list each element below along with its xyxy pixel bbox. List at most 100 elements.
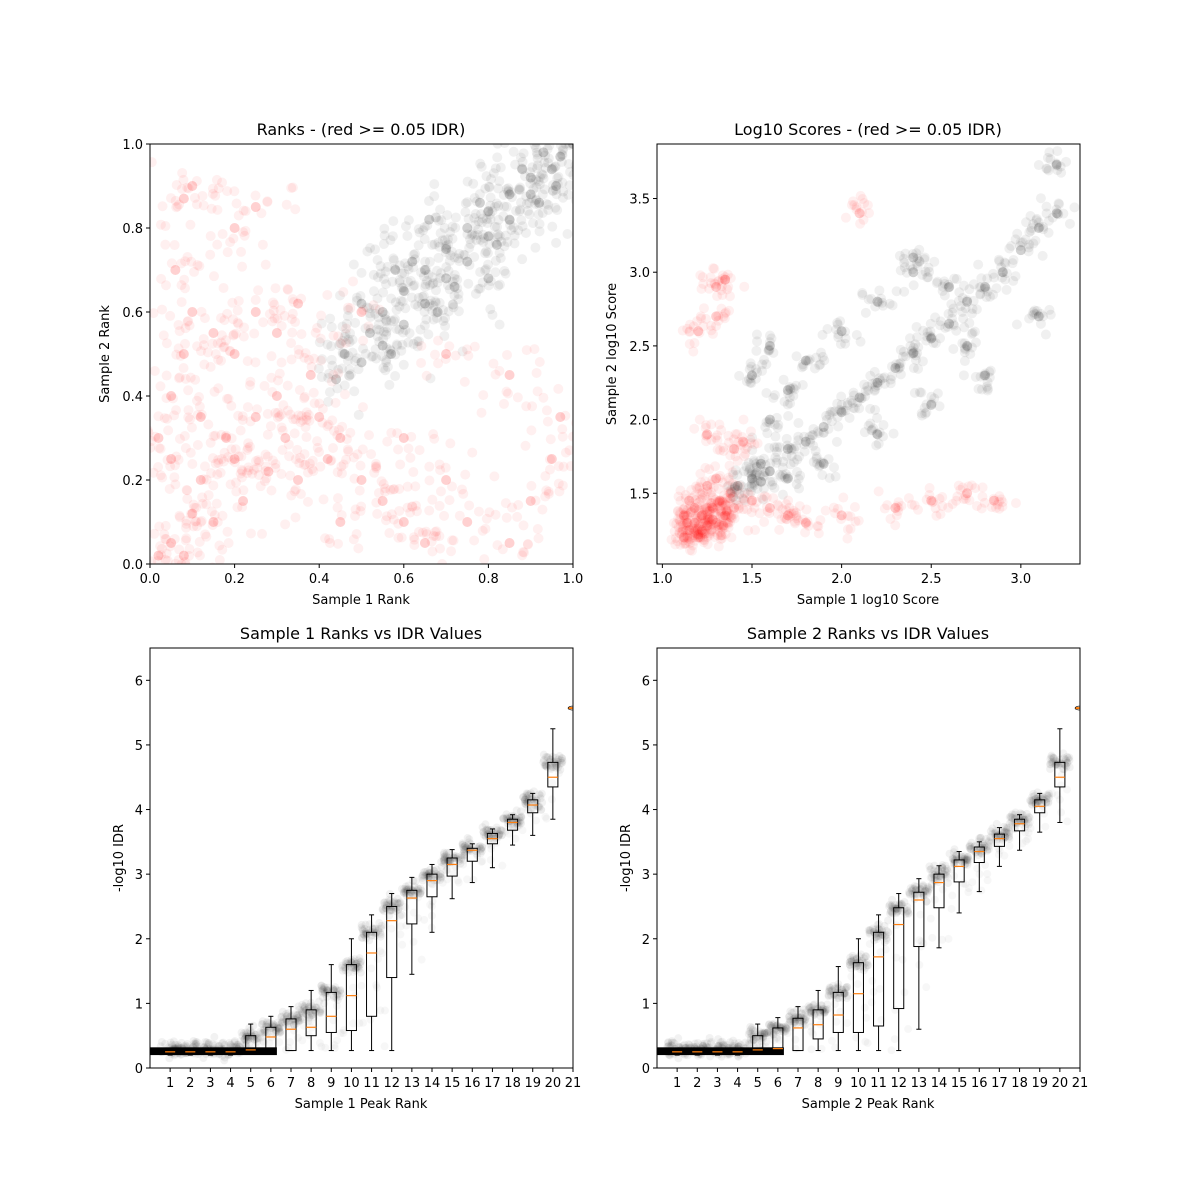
- idr-cloud-point: [537, 806, 545, 814]
- scatter-cloud-point: [449, 273, 460, 284]
- scatter-cloud-point: [1031, 215, 1042, 226]
- scatter-point: [782, 510, 793, 521]
- scatter-cloud-point: [449, 290, 460, 301]
- scatter-cloud-point: [500, 230, 511, 241]
- scatter-cloud-point: [150, 556, 157, 564]
- idr-cloud-point: [487, 826, 496, 835]
- idr-cloud-point: [750, 1035, 759, 1044]
- scatter-cloud-point: [551, 237, 562, 248]
- scatter-cloud-point: [277, 444, 288, 455]
- scatter-cloud-point: [879, 372, 890, 383]
- scatter-cloud-point: [402, 230, 413, 241]
- y-tick-label: 2.5: [629, 340, 650, 355]
- idr-cloud-point: [323, 987, 332, 996]
- scatter-cloud-point: [443, 306, 454, 317]
- scatter-cloud-point: [1028, 238, 1039, 249]
- scatter-cloud-point: [708, 504, 719, 515]
- scatter-cloud-point: [951, 325, 962, 336]
- idr-cloud-point: [199, 1054, 208, 1063]
- idr-cloud-point: [519, 826, 527, 834]
- scatter-cloud-point: [1020, 234, 1031, 245]
- idr-cloud-point: [863, 958, 872, 967]
- scatter-cloud-point: [179, 274, 190, 285]
- scatter-cloud-point: [708, 503, 719, 514]
- scatter-cloud-point: [876, 293, 887, 304]
- scatter-cloud-point: [874, 285, 885, 296]
- scatter-cloud-point: [920, 408, 931, 419]
- scatter-cloud-point: [532, 163, 543, 174]
- idr-cloud-point: [976, 833, 985, 842]
- x-tick-label: 15: [444, 1076, 461, 1091]
- scatter-point: [764, 340, 775, 351]
- scatter-cloud-point: [700, 476, 711, 487]
- scatter-cloud-point: [738, 504, 749, 515]
- scatter-cloud-point: [563, 189, 573, 200]
- sample1-idr-title: Sample 1 Ranks vs IDR Values: [240, 624, 482, 643]
- idr-cloud-point: [377, 921, 386, 930]
- scatter-cloud-point: [551, 189, 562, 200]
- scatter-cloud-point: [541, 485, 552, 496]
- idr-cloud-point: [376, 932, 385, 941]
- idr-cloud-point: [410, 882, 419, 891]
- scatter-point: [238, 496, 249, 506]
- scatter-point: [725, 488, 736, 499]
- scatter-cloud-point: [316, 372, 327, 383]
- scatter-point: [800, 355, 811, 366]
- idr-cloud-point: [388, 901, 397, 910]
- scatter-cloud-point: [890, 520, 901, 531]
- idr-cloud-point: [886, 907, 895, 916]
- idr-cloud-point: [875, 925, 884, 934]
- scatter-cloud-point: [499, 241, 510, 252]
- scatter-cloud-point: [323, 396, 334, 407]
- scatter-point: [250, 412, 261, 422]
- idr-cloud-point: [416, 884, 425, 893]
- scatter-point: [908, 252, 919, 263]
- scatter-cloud-point: [155, 219, 166, 230]
- x-tick-label: 4: [226, 1076, 234, 1091]
- scatter-cloud-point: [462, 197, 473, 208]
- scatter-cloud-point: [475, 209, 486, 220]
- idr-cloud-point: [667, 1037, 676, 1046]
- scatter-cloud-point: [497, 544, 508, 555]
- idr-cloud-point: [331, 983, 340, 992]
- idr-cloud-point: [684, 1040, 693, 1049]
- scatter-cloud-point: [783, 388, 794, 399]
- idr-cloud-point: [865, 928, 874, 937]
- idr-cloud-point: [411, 877, 420, 886]
- scatter-cloud-point: [911, 258, 922, 269]
- scatter-cloud-point: [817, 351, 828, 362]
- scatter-cloud-point: [842, 510, 853, 521]
- scatter-point: [908, 348, 919, 359]
- scatter-cloud-point: [338, 459, 349, 470]
- idr-cloud-point: [396, 898, 405, 907]
- scatter-cloud-point: [482, 207, 493, 218]
- idr-cloud-point: [847, 972, 855, 980]
- y-tick-label: 3: [642, 868, 650, 883]
- scatter-cloud-point: [180, 323, 191, 334]
- scatter-cloud-point: [441, 262, 452, 273]
- x-tick-label: 21: [565, 1076, 582, 1091]
- idr-cloud-point: [939, 886, 947, 894]
- scatter-cloud-point: [924, 482, 935, 493]
- scatter-point: [534, 197, 545, 208]
- idr-cloud-point: [399, 888, 408, 897]
- idr-cloud-point: [418, 876, 427, 885]
- scatter-cloud-point: [834, 404, 845, 415]
- idr-cloud-point: [895, 899, 904, 908]
- idr-cloud-point: [183, 1039, 192, 1048]
- scatter-cloud-point: [402, 502, 413, 513]
- scatter-cloud-point: [702, 531, 713, 542]
- idr-cloud-point: [262, 1022, 271, 1031]
- scatter-cloud-point: [507, 502, 518, 513]
- scatter-cloud-point: [705, 490, 716, 501]
- idr-cloud-point: [799, 1014, 808, 1023]
- idr-cloud-point: [964, 855, 973, 864]
- scatter-cloud-point: [760, 422, 771, 433]
- scatter-cloud-point: [363, 321, 374, 332]
- x-tick-label: 13: [911, 1076, 928, 1091]
- scatter-cloud-point: [184, 320, 195, 331]
- idr-cloud-point: [210, 1032, 219, 1041]
- scatter-cloud-point: [786, 450, 797, 461]
- idr-cloud-point: [463, 834, 472, 843]
- scatter-cloud-point: [390, 297, 401, 308]
